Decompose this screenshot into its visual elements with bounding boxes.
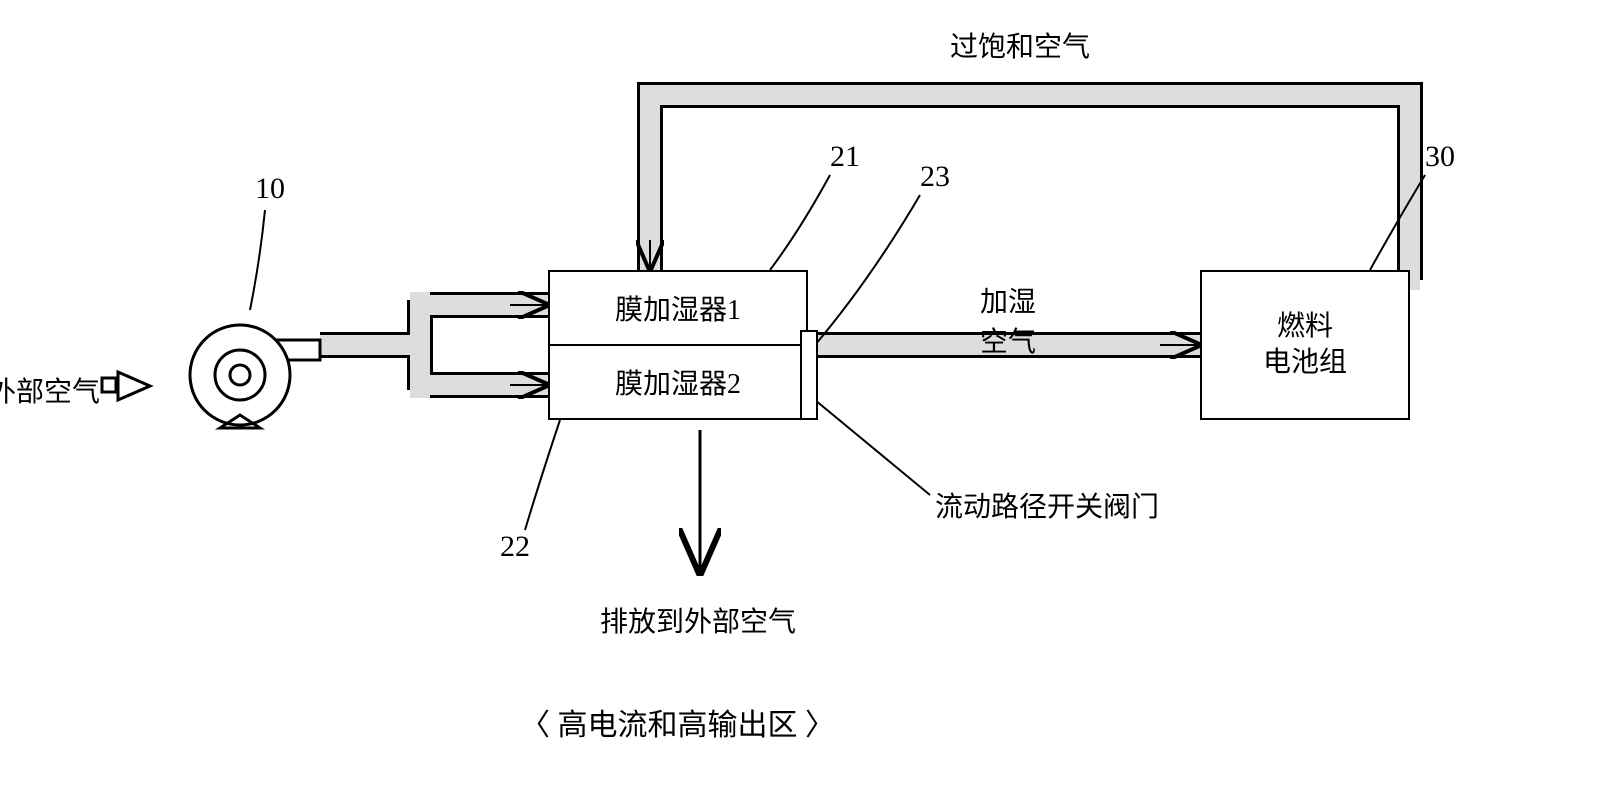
humidifier-2: 膜加湿器2: [548, 345, 808, 420]
valve-label: 流动路径开关阀门: [935, 485, 1159, 525]
inlet-arrow-icon: [102, 372, 150, 400]
humidified-air-line2: 空气: [980, 320, 1036, 360]
humidifier-1-label: 膜加湿器1: [615, 288, 741, 328]
flow-valve: [800, 330, 818, 420]
humidified-air-label: 加湿 空气: [980, 280, 1036, 360]
ref-21: 21: [830, 140, 860, 174]
ref-30: 30: [1425, 140, 1455, 174]
ref-23: 23: [920, 160, 950, 194]
fuel-cell-stack: 燃料 电池组: [1200, 270, 1410, 420]
supersaturated-air-label: 过饱和空气: [950, 25, 1090, 65]
fuelcell-label-1: 燃料: [1263, 309, 1347, 345]
ref-10: 10: [255, 172, 285, 206]
fuelcell-label-2: 电池组: [1263, 345, 1347, 381]
humidified-air-line1: 加湿: [980, 280, 1036, 320]
humidifier-2-label: 膜加湿器2: [615, 362, 741, 402]
blower: [175, 310, 325, 445]
discharge-label: 排放到外部空气: [600, 600, 796, 640]
humidifier-1: 膜加湿器1: [548, 270, 808, 345]
diagram-title: 〈 高电流和高输出区 〉: [520, 700, 835, 744]
external-air-label: 外部空气: [0, 370, 100, 410]
ref-22: 22: [500, 530, 530, 564]
